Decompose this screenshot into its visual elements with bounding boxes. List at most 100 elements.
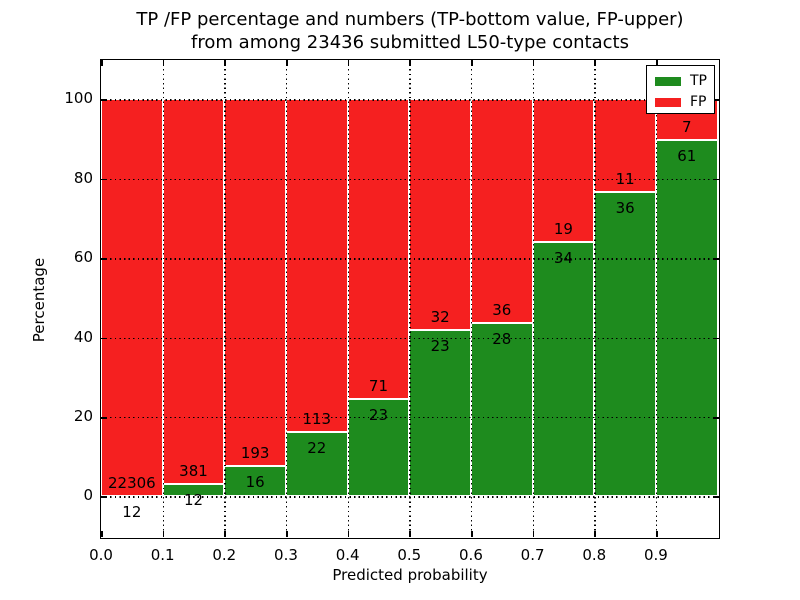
fp-bar-segment xyxy=(347,99,410,400)
y-tick xyxy=(101,258,107,260)
y-tick-label: 100 xyxy=(64,89,93,108)
tp-legend-label: TP xyxy=(690,73,707,89)
fp-legend-label: FP xyxy=(690,94,707,110)
x-tick-top xyxy=(655,60,658,66)
fp-bar-segment xyxy=(470,99,533,323)
tp-bar-segment xyxy=(470,322,533,497)
plot-area: TP FP 22306 12 381 12 193 16 113 22 71 23 32 23 36 28… xyxy=(64,59,720,564)
x-gridline xyxy=(285,60,288,538)
x-gridline xyxy=(409,60,411,538)
y-tick xyxy=(101,337,107,340)
y-tick-right xyxy=(713,337,719,340)
y-axis-label: Percentage xyxy=(30,257,48,343)
x-tick-top xyxy=(532,60,535,66)
x-tick xyxy=(532,530,535,537)
x-tick-label: 0.4 xyxy=(335,546,360,564)
y-tick-right xyxy=(713,99,719,101)
x-tick-top xyxy=(594,60,596,66)
fp-count-label: 19 xyxy=(553,219,573,238)
legend-entry-fp: FP xyxy=(647,93,714,111)
x-tick xyxy=(409,530,411,537)
fp-count-label: 381 xyxy=(179,462,208,481)
y-tick xyxy=(101,496,107,498)
x-gridline xyxy=(347,60,350,538)
x-gridline xyxy=(470,60,473,538)
tp-count-label: 12 xyxy=(122,503,142,522)
y-tick xyxy=(101,178,107,181)
x-gridline xyxy=(224,60,226,538)
fp-bar-segment xyxy=(594,99,656,193)
x-tick-top xyxy=(224,60,226,66)
x-gridline xyxy=(532,60,534,538)
x-tick xyxy=(224,530,226,537)
x-tick xyxy=(470,530,473,537)
fp-legend-swatch xyxy=(655,97,681,107)
legend: TP FP xyxy=(646,65,715,114)
x-tick-top xyxy=(162,60,165,66)
fp-bar-segment xyxy=(409,99,471,331)
x-tick xyxy=(655,530,658,537)
chart-title: TP /FP percentage and numbers (TP-bottom… xyxy=(100,8,720,54)
x-tick-top xyxy=(470,60,473,66)
tp-bar-segment xyxy=(409,330,471,497)
fp-count-label: 11 xyxy=(615,170,635,189)
x-tick-label: 0.7 xyxy=(520,546,545,564)
y-tick-right xyxy=(713,496,719,498)
x-gridline xyxy=(655,60,658,538)
y-tick-label: 80 xyxy=(73,168,93,187)
y-tick-right xyxy=(713,178,719,181)
x-axis-label: Predicted probability xyxy=(332,566,488,584)
y-tick-right xyxy=(713,258,719,260)
x-tick-label: 0.6 xyxy=(459,546,483,564)
x-tick-label: 0.5 xyxy=(397,546,422,564)
x-tick-top xyxy=(285,60,288,66)
tp-bar-segment xyxy=(347,399,410,497)
y-tick xyxy=(101,417,107,419)
fp-bar-segment xyxy=(162,99,225,485)
tp-count-label: 12 xyxy=(183,491,204,510)
fp-bar-segment xyxy=(285,99,348,432)
tp-count-label: 28 xyxy=(492,329,512,348)
x-tick-label: 0.3 xyxy=(274,546,298,564)
x-tick xyxy=(347,530,350,537)
legend-entry-tp: TP xyxy=(647,72,714,90)
fp-count-label: 32 xyxy=(430,308,450,327)
tp-bar-segment xyxy=(594,192,656,497)
x-tick-top xyxy=(101,60,103,66)
x-tick xyxy=(101,530,103,537)
x-tick-label: 0.0 xyxy=(89,546,113,564)
x-tick-label: 0.9 xyxy=(644,546,668,564)
chart-title-line1: TP /FP percentage and numbers (TP-bottom… xyxy=(136,9,684,30)
fp-count-label: 36 xyxy=(492,300,512,319)
y-tick-label: 20 xyxy=(73,407,93,425)
x-gridline xyxy=(594,60,596,538)
tp-count-label: 16 xyxy=(245,472,265,491)
tp-count-label: 23 xyxy=(430,337,450,356)
tp-bar-segment xyxy=(655,140,718,497)
x-tick-label: 0.1 xyxy=(150,546,175,564)
y-tick xyxy=(101,99,107,101)
x-tick xyxy=(594,530,596,537)
x-tick-label: 0.8 xyxy=(582,546,607,564)
x-tick-top xyxy=(409,60,411,66)
tp-bar-segment xyxy=(285,431,348,497)
fp-count-label: 193 xyxy=(240,443,270,462)
x-tick xyxy=(162,530,165,537)
tp-legend-swatch xyxy=(655,76,681,86)
fp-count-label: 71 xyxy=(368,377,389,396)
tp-count-label: 36 xyxy=(615,199,635,218)
fp-count-label: 7 xyxy=(681,118,692,137)
x-tick-top xyxy=(347,60,350,66)
fp-count-label: 113 xyxy=(302,409,332,428)
fp-bar-segment xyxy=(101,99,163,497)
x-tick xyxy=(285,530,288,537)
fp-count-label: 22306 xyxy=(107,474,156,493)
y-tick-label: 60 xyxy=(73,248,93,267)
tp-count-label: 22 xyxy=(307,438,327,457)
tp-bar-segment xyxy=(532,241,595,497)
x-gridline xyxy=(162,60,165,538)
y-tick-right xyxy=(713,417,719,419)
y-tick-label: 0 xyxy=(83,486,93,505)
tp-count-label: 61 xyxy=(677,147,697,166)
